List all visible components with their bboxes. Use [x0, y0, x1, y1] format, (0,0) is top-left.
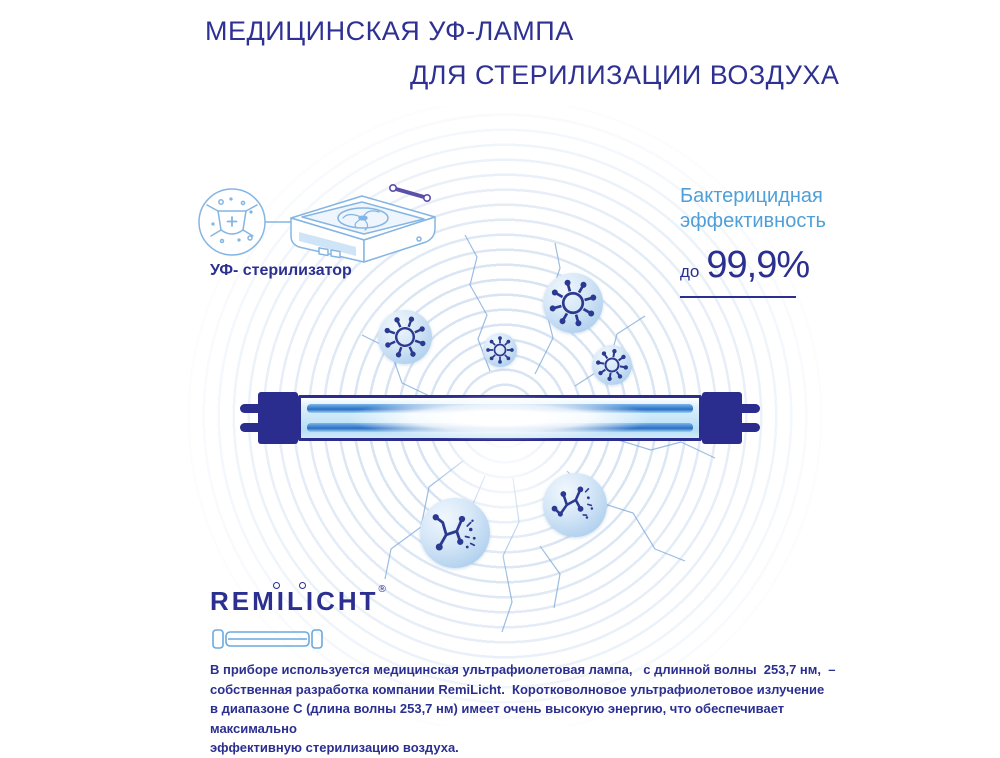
- virus-bubble: [543, 273, 603, 333]
- lamp-pin: [240, 404, 264, 413]
- virus-bubble: [483, 333, 517, 367]
- efficiency-prefix: до: [680, 262, 700, 281]
- virus-bubble: [592, 345, 632, 385]
- page-subtitle: ДЛЯ СТЕРИЛИЗАЦИИ ВОЗДУХА: [410, 60, 840, 90]
- lamp-tube: [298, 395, 702, 441]
- i-ring-decoration: [273, 582, 280, 589]
- destroyed-virus-bubble: [543, 473, 607, 537]
- destroyed-virus-icon: [432, 514, 476, 551]
- uv-lamp-illustration: [240, 390, 760, 446]
- page-title: МЕДИЦИНСКАЯ УФ-ЛАМПА: [205, 16, 574, 46]
- lamp-end-cap: [258, 392, 298, 444]
- face-mask-icon: [198, 188, 266, 256]
- lamp-pin: [240, 423, 264, 432]
- efficiency-value: 99,9%: [706, 244, 810, 286]
- lamp-tube-icon: [212, 629, 323, 649]
- efficiency-text-2: эффективность: [680, 210, 826, 232]
- brand-logo: REMILICHT ®: [210, 582, 386, 617]
- lamp-pin: [736, 404, 760, 413]
- efficiency-block: Бактерицидная эффективность до 99,9%: [680, 184, 826, 298]
- description-text: В приборе используется медицинская ультр…: [210, 662, 836, 755]
- virus-bubble: [378, 310, 432, 364]
- virus-icon: [384, 316, 426, 358]
- sterilizer-label: УФ- стерилизатор: [210, 262, 352, 279]
- brand-name: REMILICHT: [210, 582, 379, 617]
- virus-icon: [486, 336, 514, 364]
- efficiency-value-row: до 99,9%: [680, 244, 810, 298]
- lamp-pin: [736, 423, 760, 432]
- virus-icon: [549, 279, 597, 327]
- destroyed-virus-icon: [551, 486, 594, 519]
- registered-trademark: ®: [378, 584, 386, 595]
- uv-tube-icon: [389, 184, 432, 202]
- virus-icon: [596, 349, 628, 381]
- lamp-glow: [350, 396, 650, 440]
- uv-sterilizer-device-icon: [290, 195, 436, 263]
- i-ring-decoration: [299, 582, 306, 589]
- sterilizer-illustration: [198, 184, 436, 263]
- lamp-end-cap: [702, 392, 742, 444]
- destroyed-virus-bubble: [420, 498, 490, 568]
- efficiency-text-1: Бактерицидная: [680, 185, 823, 207]
